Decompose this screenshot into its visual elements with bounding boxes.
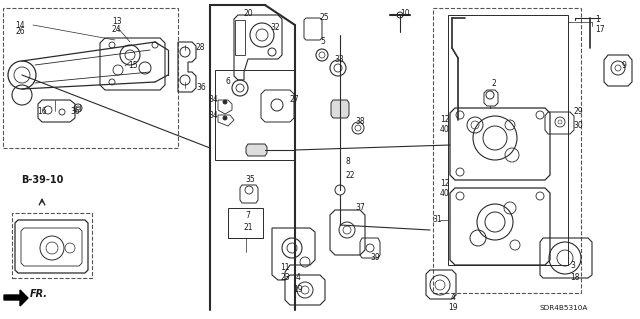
Text: 24: 24 xyxy=(112,25,122,33)
Text: 16: 16 xyxy=(37,108,47,116)
Text: 36: 36 xyxy=(196,84,205,93)
Text: 12: 12 xyxy=(440,115,449,124)
Text: 17: 17 xyxy=(595,26,605,34)
Text: 34: 34 xyxy=(208,110,218,120)
Circle shape xyxy=(223,100,227,104)
Bar xyxy=(12,213,92,278)
Text: 12: 12 xyxy=(440,179,449,188)
Text: 22: 22 xyxy=(345,170,355,180)
Text: 14: 14 xyxy=(15,20,24,29)
Bar xyxy=(448,15,568,265)
Text: 20: 20 xyxy=(243,9,253,18)
Polygon shape xyxy=(246,144,267,156)
Text: 4: 4 xyxy=(451,293,456,302)
Text: 38: 38 xyxy=(355,117,365,127)
Text: 40: 40 xyxy=(440,189,450,197)
Text: 33: 33 xyxy=(334,56,344,64)
Bar xyxy=(433,8,581,293)
Polygon shape xyxy=(331,100,349,118)
Text: FR.: FR. xyxy=(30,289,48,299)
Text: 1: 1 xyxy=(595,16,600,25)
Text: 29: 29 xyxy=(573,108,582,116)
Text: 13: 13 xyxy=(112,18,122,26)
Text: 31: 31 xyxy=(432,216,442,225)
Text: 25: 25 xyxy=(320,13,330,23)
Text: 30: 30 xyxy=(573,121,583,130)
Bar xyxy=(215,70,295,160)
Text: 32: 32 xyxy=(270,24,280,33)
Text: 7: 7 xyxy=(246,211,250,219)
Text: 3: 3 xyxy=(570,261,575,270)
Text: 34: 34 xyxy=(208,95,218,105)
Text: 10: 10 xyxy=(400,10,410,19)
Text: 11: 11 xyxy=(280,263,290,272)
Polygon shape xyxy=(4,290,28,306)
Text: 19: 19 xyxy=(293,286,303,294)
Text: 9: 9 xyxy=(622,61,627,70)
Text: 40: 40 xyxy=(440,125,450,135)
Text: 18: 18 xyxy=(570,273,579,283)
Text: 15: 15 xyxy=(128,62,138,70)
Bar xyxy=(3,8,178,148)
Bar xyxy=(228,208,263,238)
Text: 39: 39 xyxy=(370,254,380,263)
Circle shape xyxy=(223,116,227,120)
Text: 28: 28 xyxy=(196,43,205,53)
Text: 4: 4 xyxy=(296,273,300,283)
Text: 27: 27 xyxy=(290,95,300,105)
Text: 21: 21 xyxy=(243,224,253,233)
Text: SDR4B5310A: SDR4B5310A xyxy=(540,305,588,311)
Text: 26: 26 xyxy=(15,27,24,36)
Text: 6: 6 xyxy=(225,78,230,86)
Text: 37: 37 xyxy=(355,204,365,212)
Text: 5: 5 xyxy=(320,38,325,47)
Text: 8: 8 xyxy=(345,158,349,167)
Text: 36: 36 xyxy=(70,108,80,116)
Text: 35: 35 xyxy=(245,175,255,184)
Text: B-39-10: B-39-10 xyxy=(21,175,63,185)
Text: 2: 2 xyxy=(492,79,497,88)
Text: 23: 23 xyxy=(280,273,290,283)
Text: 19: 19 xyxy=(448,303,458,313)
